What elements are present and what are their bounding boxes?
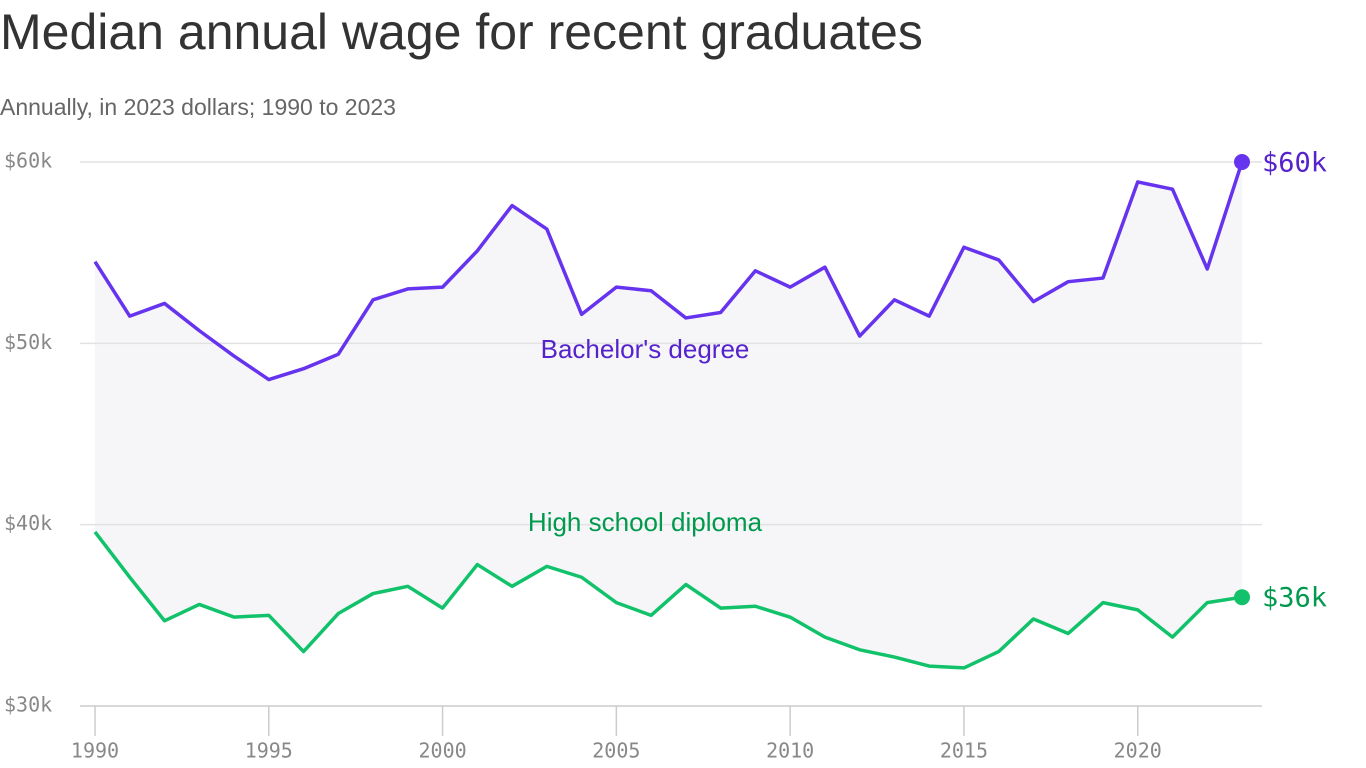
x-tick-label: 2000 [418,739,466,763]
gap-area [95,162,1242,668]
x-tick-label: 2005 [592,739,640,763]
y-tick-label: $60k [4,149,52,173]
x-tick-label: 1990 [71,739,119,763]
y-tick-label: $50k [4,330,52,354]
end-dot [1234,154,1250,170]
line [93,530,1243,670]
line [93,161,1244,382]
y-tick-label: $30k [4,693,52,717]
end-label: $36k [1262,583,1327,614]
x-tick-label: 1995 [245,739,293,763]
x-tick-label: 2015 [940,739,988,763]
end-dot [1234,589,1250,606]
chart-subtitle: Annually, in 2023 dollars; 1990 to 2023 [0,94,396,120]
series-label: Bachelor's degree [541,334,750,364]
end-label: $60k [1262,148,1327,179]
x-tick-label: 2020 [1114,739,1162,763]
chart-title: Median annual wage for recent graduates [0,4,923,60]
y-tick-label: $40k [4,511,52,535]
x-tick-label: 2010 [766,739,814,763]
series-label: High school diploma [528,507,763,537]
